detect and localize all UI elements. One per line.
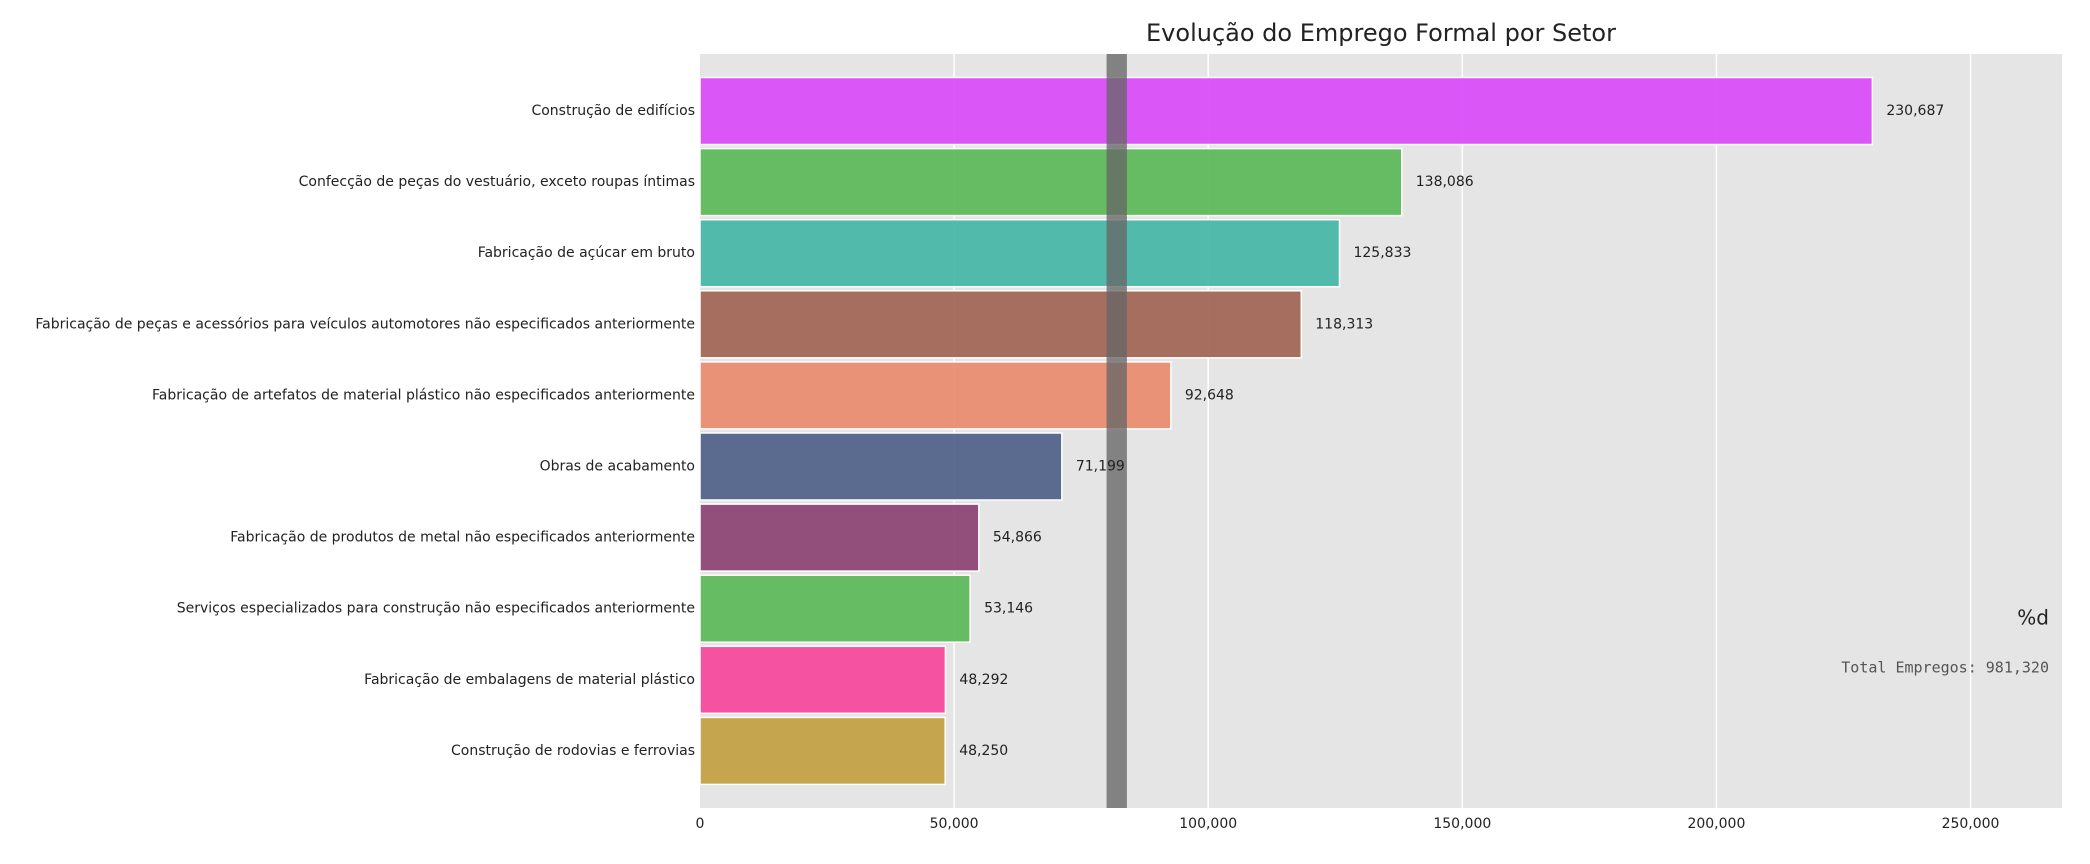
category-label: Construção de rodovias e ferrovias [451, 743, 695, 759]
category-label: Fabricação de produtos de metal não espe… [230, 530, 695, 546]
side-label: %d [2017, 606, 2049, 630]
category-label: Construção de edifícios [531, 103, 695, 119]
category-label: Obras de acabamento [540, 459, 695, 475]
value-labels: 230,687 138,086 125,833 118,313 92,648 71,199… [959, 103, 1944, 759]
bar [699, 503, 980, 572]
bar [699, 574, 971, 643]
chart-title: Evolução do Emprego Formal por Setor [1146, 19, 1616, 47]
x-tick-label: 150,000 [1433, 816, 1491, 832]
value-label: 48,292 [959, 672, 1008, 688]
bar [699, 361, 1172, 430]
value-label: 125,833 [1353, 245, 1411, 261]
x-tick-label: 250,000 [1942, 816, 2000, 832]
category-label: Fabricação de açúcar em bruto [478, 245, 695, 261]
category-label: Fabricação de peças e acessórios para ve… [35, 316, 695, 332]
bars [699, 76, 1874, 786]
bar [699, 218, 1341, 288]
category-label: Confecção de peças do vestuário, exceto … [299, 174, 695, 190]
category-label: Fabricação de embalagens de material plá… [364, 672, 695, 688]
value-label: 92,648 [1185, 387, 1234, 403]
value-label: 54,866 [993, 530, 1042, 546]
value-label: 53,146 [984, 601, 1033, 617]
x-tick-label: 0 [696, 816, 705, 832]
bar [699, 76, 1874, 146]
bar [699, 432, 1063, 501]
bar [699, 645, 947, 715]
value-label: 118,313 [1315, 316, 1373, 332]
x-tick-label: 200,000 [1687, 816, 1745, 832]
bar [699, 716, 946, 786]
vertical-band [1106, 54, 1127, 808]
vertical-band-rect [1106, 54, 1127, 808]
category-label: Fabricação de artefatos de material plás… [152, 387, 695, 403]
category-labels: Construção de edifícios Confecção de peça… [35, 103, 695, 759]
bar [699, 147, 1403, 217]
total-employment-label: Total Empregos: 981,320 [1841, 659, 2049, 677]
category-label: Serviços especializados para construção … [177, 601, 695, 617]
value-label: 138,086 [1416, 174, 1474, 190]
x-axis-ticks: 0 50,000 100,000 150,000 200,000 250,000 [696, 816, 2000, 832]
bar [699, 290, 1303, 359]
value-label: 71,199 [1076, 459, 1125, 475]
x-tick-label: 100,000 [1179, 816, 1237, 832]
value-label: 230,687 [1886, 103, 1944, 119]
value-label: 48,250 [959, 743, 1008, 759]
x-tick-label: 50,000 [930, 816, 979, 832]
